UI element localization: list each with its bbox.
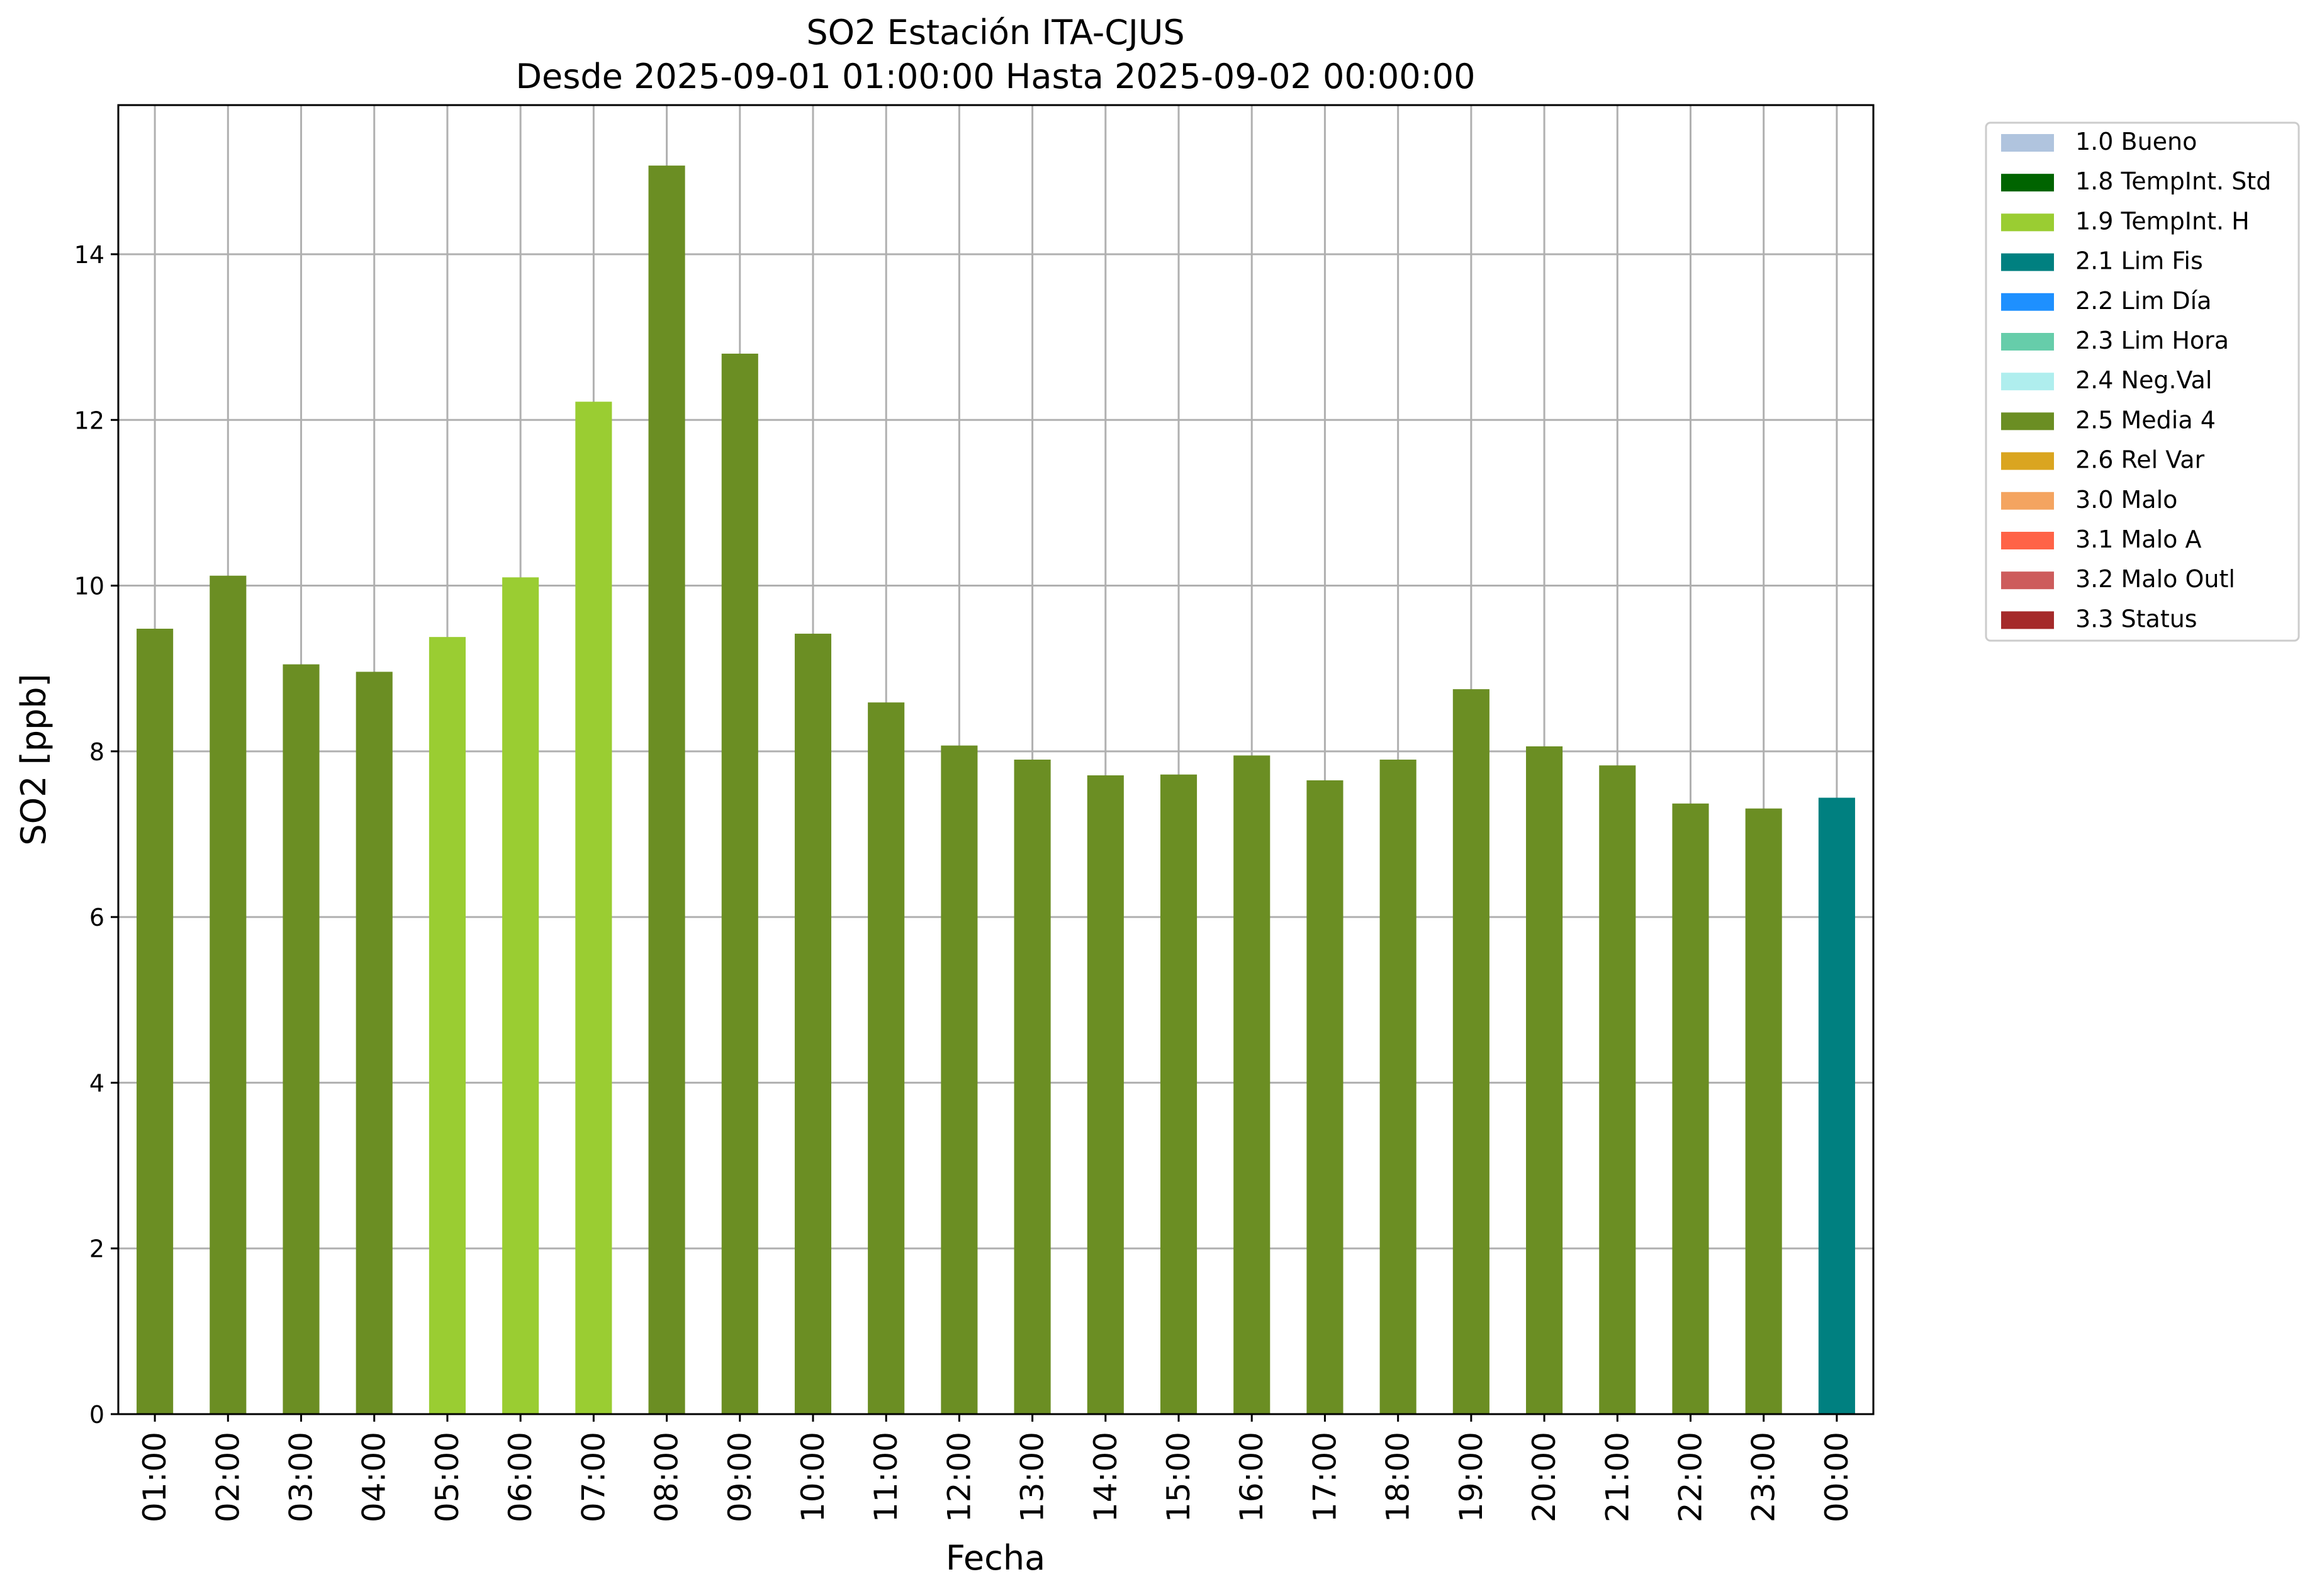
legend-swatch <box>2001 532 2054 549</box>
legend-swatch <box>2001 452 2054 470</box>
x-tick-label: 22:00 <box>1672 1432 1708 1522</box>
bar-2200 <box>1672 803 1709 1414</box>
legend-swatch <box>2001 373 2054 391</box>
x-tick-label: 19:00 <box>1453 1432 1490 1522</box>
bar-2000 <box>1526 746 1563 1414</box>
bar-0200 <box>210 575 247 1414</box>
x-tick-label: 01:00 <box>137 1432 173 1522</box>
x-tick-label: 17:00 <box>1306 1432 1343 1522</box>
plot-frame <box>117 104 1875 1415</box>
bar-1900 <box>1452 689 1490 1414</box>
legend-label: 3.1 Malo A <box>2075 525 2201 553</box>
bar-1300 <box>1014 760 1051 1414</box>
bar-0900 <box>721 353 758 1414</box>
legend-label: 3.3 Status <box>2075 605 2197 632</box>
x-axis-label: Fecha <box>946 1538 1045 1578</box>
legend-swatch <box>2001 174 2054 192</box>
legend-swatch <box>2001 571 2054 590</box>
legend-label: 2.5 Media 4 <box>2075 406 2216 434</box>
bars <box>137 166 1855 1415</box>
y-tick-label: 0 <box>89 1401 104 1429</box>
y-tick-label: 12 <box>74 407 104 434</box>
bar-0000 <box>1818 797 1855 1414</box>
x-tick-label: 20:00 <box>1526 1432 1562 1522</box>
legend-swatch <box>2001 492 2054 510</box>
bar-0400 <box>356 672 393 1414</box>
legend-label: 2.1 Lim Fis <box>2075 247 2203 275</box>
bar-2100 <box>1599 765 1636 1414</box>
x-tick-label: 23:00 <box>1746 1432 1782 1522</box>
y-tick-label: 6 <box>89 904 104 931</box>
legend-swatch <box>2001 134 2054 152</box>
bar-1500 <box>1160 774 1198 1414</box>
bar-0800 <box>648 166 685 1414</box>
legend-swatch <box>2001 412 2054 430</box>
bar-1600 <box>1233 755 1271 1414</box>
x-tick-label: 16:00 <box>1233 1432 1270 1522</box>
x-tick-label: 09:00 <box>722 1432 758 1522</box>
legend: 1.0 Bueno 1.8 TempInt. Std 1.9 TempInt. H 2… <box>1985 121 2300 642</box>
x-tick-label: 21:00 <box>1599 1432 1635 1522</box>
x-tick-label: 04:00 <box>356 1432 393 1522</box>
bar-1700 <box>1306 780 1344 1414</box>
legend-label: 2.4 Neg.Val <box>2075 366 2212 394</box>
bar-1800 <box>1379 760 1417 1414</box>
x-tick-label: 18:00 <box>1380 1432 1417 1522</box>
x-tick-label: 03:00 <box>283 1432 320 1522</box>
bar-1400 <box>1087 775 1124 1414</box>
y-tick-label: 10 <box>74 573 104 600</box>
bar-1000 <box>794 633 832 1415</box>
legend-label: 3.0 Malo <box>2075 486 2177 514</box>
y-tick-label: 2 <box>89 1235 104 1263</box>
bar-1100 <box>868 702 905 1414</box>
legend-label: 1.8 TempInt. Std <box>2075 167 2271 195</box>
x-tick-label: 05:00 <box>429 1432 466 1522</box>
bar-0100 <box>137 629 174 1414</box>
bar-0500 <box>429 637 466 1414</box>
x-tick-label: 10:00 <box>795 1432 831 1522</box>
x-tick-label: 11:00 <box>868 1432 904 1522</box>
legend-swatch <box>2001 213 2054 232</box>
x-tick-label: 13:00 <box>1014 1432 1051 1522</box>
x-tick-label: 00:00 <box>1819 1432 1855 1522</box>
y-axis-label: SO2 [ppb] <box>14 673 53 845</box>
y-tick-label: 4 <box>89 1069 104 1097</box>
chart-title: SO2 Estación ITA-CJUS <box>806 13 1184 52</box>
x-tick-label: 12:00 <box>941 1432 977 1522</box>
chart-subtitle: Desde 2025-09-01 01:00:00 Hasta 2025-09-… <box>515 57 1475 96</box>
legend-label: 1.9 TempInt. H <box>2075 207 2250 235</box>
bar-0600 <box>502 577 539 1414</box>
legend-swatch <box>2001 293 2054 311</box>
bar-1200 <box>941 745 978 1414</box>
bar-2300 <box>1745 808 1782 1414</box>
axes: 0 2 4 6 8 10 12 14 01:00 02:00 03:00 04:00 05:00 06:0… <box>74 241 1855 1522</box>
legend-label: 2.6 Rel Var <box>2075 446 2205 474</box>
legend-swatch <box>2001 611 2054 629</box>
x-tick-label: 08:00 <box>649 1432 685 1522</box>
bar-0300 <box>283 664 320 1414</box>
x-tick-label: 15:00 <box>1160 1432 1197 1522</box>
bar-0700 <box>575 402 612 1414</box>
x-tick-label: 07:00 <box>575 1432 612 1522</box>
y-tick-label: 14 <box>74 241 104 269</box>
legend-label: 3.2 Malo Outl <box>2075 565 2235 593</box>
legend-box <box>1985 121 2300 642</box>
legend-swatch <box>2001 253 2054 271</box>
y-tick-label: 8 <box>89 738 104 766</box>
legend-label: 2.2 Lim Día <box>2075 287 2211 315</box>
legend-swatch <box>2001 333 2054 351</box>
x-tick-label: 06:00 <box>502 1432 539 1522</box>
x-tick-label: 02:00 <box>210 1432 246 1522</box>
legend-label: 2.3 Lim Hora <box>2075 327 2229 354</box>
x-tick-label: 14:00 <box>1087 1432 1124 1522</box>
legend-label: 1.0 Bueno <box>2075 128 2197 155</box>
